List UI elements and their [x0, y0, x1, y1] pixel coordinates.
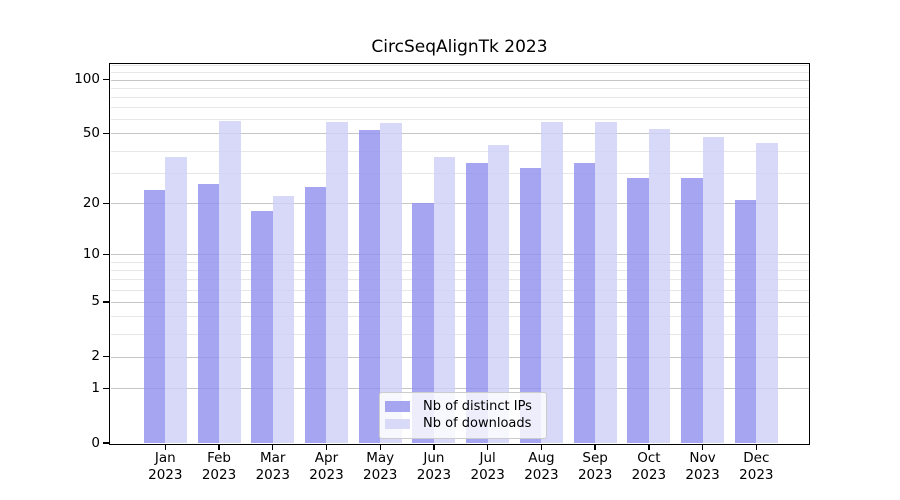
bar-ips-jun-2023 — [412, 203, 434, 443]
bar-downloads-jan-2023 — [165, 156, 187, 443]
bar-downloads-apr-2023 — [326, 122, 348, 443]
gridline-major-50 — [110, 133, 809, 135]
bar-ips-aug-2023 — [519, 167, 542, 443]
gridline-minor-6 — [110, 289, 809, 291]
gridline-minor-30 — [110, 172, 809, 174]
y-tick-1 — [102, 387, 110, 390]
gridline-minor-120 — [110, 65, 809, 67]
bar-downloads-jul-2023 — [487, 145, 510, 443]
x-tick-oct-2023 — [648, 444, 650, 450]
y-tick-label-10: 10 — [82, 245, 100, 262]
gridline-minor-9 — [110, 261, 809, 263]
y-tick-2 — [102, 355, 110, 358]
y-tick-5 — [102, 301, 110, 303]
legend-item-distinct-ips: Nb of distinct IPs — [385, 398, 546, 416]
y-tick-label-2: 2 — [91, 348, 100, 365]
gridline-minor-80 — [110, 97, 809, 99]
plot-area — [110, 65, 809, 444]
bar-ips-jan-2023 — [143, 189, 166, 443]
bar-downloads-oct-2023 — [648, 128, 671, 443]
gridline-major-1 — [110, 388, 809, 390]
x-tick-feb-2023 — [218, 444, 220, 450]
gridline-minor-7 — [110, 279, 809, 281]
legend-label-downloads: Nb of downloads — [423, 416, 532, 432]
x-tick-aug-2023 — [540, 444, 543, 450]
gridline-major-20 — [110, 203, 809, 205]
bar-ips-nov-2023 — [681, 177, 703, 443]
bar-ips-sep-2023 — [573, 163, 596, 443]
legend-label-distinct-ips: Nb of distinct IPs — [423, 398, 532, 414]
y-tick-label-0: 0 — [91, 434, 100, 451]
bar-ips-apr-2023 — [304, 186, 327, 443]
x-tick-jan-2023 — [164, 444, 166, 450]
y-tick-0 — [102, 442, 110, 444]
gridline-major-10 — [110, 254, 809, 256]
bar-ips-oct-2023 — [627, 177, 649, 443]
bar-ips-may-2023 — [358, 130, 381, 443]
gridline-minor-4 — [110, 316, 809, 318]
bar-downloads-jun-2023 — [433, 156, 456, 443]
x-tick-apr-2023 — [325, 444, 328, 450]
legend-item-downloads: Nb of downloads — [385, 415, 546, 433]
y-tick-label-100: 100 — [74, 71, 100, 88]
bar-downloads-mar-2023 — [272, 196, 295, 443]
x-tick-label-apr-2023: Apr 2023 — [309, 450, 344, 483]
x-tick-may-2023 — [379, 444, 381, 450]
y-tick-label-5: 5 — [91, 293, 100, 310]
x-tick-label-may-2023: May 2023 — [363, 450, 398, 483]
gridline-minor-90 — [110, 87, 809, 89]
bar-ips-dec-2023 — [734, 199, 757, 443]
x-tick-dec-2023 — [755, 444, 757, 450]
x-tick-label-dec-2023: Dec 2023 — [739, 450, 774, 483]
bar-downloads-sep-2023 — [595, 122, 617, 443]
y-tick-20 — [102, 202, 110, 204]
x-tick-label-jul-2023: Jul 2023 — [470, 450, 505, 483]
gridline-major-100 — [110, 79, 809, 81]
gridline-minor-60 — [110, 119, 809, 121]
x-tick-label-sep-2023: Sep 2023 — [577, 450, 613, 483]
x-tick-sep-2023 — [594, 444, 596, 450]
y-tick-50 — [102, 132, 110, 135]
x-tick-label-jun-2023: Jun 2023 — [416, 450, 452, 483]
bar-downloads-may-2023 — [380, 123, 402, 443]
gridline-minor-8 — [110, 270, 809, 272]
bar-ips-feb-2023 — [197, 183, 220, 443]
x-tick-label-mar-2023: Mar 2023 — [255, 450, 290, 483]
x-tick-mar-2023 — [272, 444, 274, 450]
gridline-major-5 — [110, 301, 809, 303]
bar-downloads-nov-2023 — [702, 136, 725, 443]
x-tick-label-aug-2023: Aug 2023 — [524, 450, 559, 483]
gridline-major-2 — [110, 356, 809, 358]
bar-ips-mar-2023 — [251, 211, 273, 443]
x-tick-label-jan-2023: Jan 2023 — [148, 450, 183, 483]
chart-title: CircSeqAlignTk 2023 — [371, 37, 548, 57]
y-tick-label-1: 1 — [91, 379, 100, 396]
x-tick-nov-2023 — [701, 444, 704, 450]
bar-ips-jul-2023 — [466, 163, 488, 443]
legend: Nb of distinct IPs Nb of downloads — [379, 391, 547, 439]
bar-downloads-feb-2023 — [219, 120, 241, 443]
gridline-minor-3 — [110, 333, 809, 335]
gridline-minor-110 — [110, 72, 809, 74]
x-tick-label-oct-2023: Oct 2023 — [631, 450, 667, 483]
legend-swatch-downloads — [385, 418, 410, 429]
y-tick-label-50: 50 — [82, 124, 100, 141]
x-tick-jun-2023 — [433, 444, 435, 450]
bar-downloads-dec-2023 — [756, 143, 778, 443]
gridline-minor-70 — [110, 107, 809, 109]
bar-downloads-aug-2023 — [541, 122, 563, 443]
x-tick-label-nov-2023: Nov 2023 — [685, 450, 720, 483]
y-tick-label-20: 20 — [82, 194, 100, 211]
y-tick-10 — [102, 253, 110, 255]
x-tick-jul-2023 — [487, 444, 489, 450]
y-tick-100 — [102, 79, 110, 81]
gridline-minor-40 — [110, 150, 809, 152]
legend-swatch-distinct-ips — [385, 401, 410, 412]
x-tick-label-feb-2023: Feb 2023 — [201, 450, 237, 483]
